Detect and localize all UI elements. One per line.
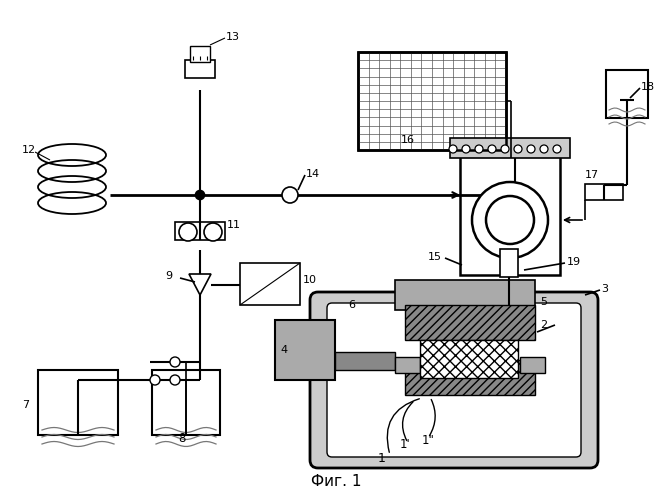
Bar bbox=[175, 222, 225, 240]
Text: 19: 19 bbox=[567, 257, 581, 267]
Bar bbox=[358, 52, 506, 150]
Bar bbox=[358, 52, 506, 150]
Bar bbox=[450, 138, 570, 158]
Text: 16: 16 bbox=[401, 135, 415, 145]
Text: 4: 4 bbox=[280, 345, 287, 355]
Bar bbox=[405, 360, 535, 395]
Text: 10: 10 bbox=[303, 275, 317, 285]
Text: 18: 18 bbox=[641, 82, 655, 92]
Text: 14: 14 bbox=[306, 169, 320, 179]
Bar bbox=[520, 357, 545, 373]
Circle shape bbox=[179, 223, 197, 241]
Bar bbox=[395, 357, 420, 373]
Circle shape bbox=[472, 182, 548, 258]
Text: Фиг. 1: Фиг. 1 bbox=[310, 474, 362, 490]
Bar bbox=[335, 352, 395, 370]
Circle shape bbox=[204, 223, 222, 241]
Text: 3: 3 bbox=[601, 284, 608, 294]
Text: 9: 9 bbox=[165, 271, 172, 281]
Text: 1': 1' bbox=[400, 438, 411, 452]
Circle shape bbox=[501, 145, 509, 153]
Circle shape bbox=[486, 196, 534, 244]
Bar bbox=[585, 184, 623, 200]
Circle shape bbox=[170, 357, 180, 367]
Text: 15: 15 bbox=[428, 252, 442, 262]
Text: 12: 12 bbox=[22, 145, 36, 155]
Bar bbox=[38, 370, 118, 435]
Bar bbox=[152, 370, 220, 435]
Text: 7: 7 bbox=[22, 400, 29, 410]
Bar bbox=[275, 320, 335, 380]
Text: 17: 17 bbox=[585, 170, 599, 180]
Bar bbox=[420, 340, 518, 378]
Text: 1": 1" bbox=[422, 434, 435, 446]
Bar bbox=[240, 263, 300, 305]
Circle shape bbox=[282, 187, 298, 203]
FancyBboxPatch shape bbox=[327, 303, 581, 457]
Circle shape bbox=[170, 375, 180, 385]
FancyBboxPatch shape bbox=[310, 292, 598, 468]
Circle shape bbox=[196, 190, 204, 200]
Bar bbox=[460, 155, 560, 275]
Text: 11: 11 bbox=[227, 220, 241, 230]
Text: 8: 8 bbox=[178, 432, 185, 444]
Bar bbox=[395, 280, 535, 310]
Bar bbox=[606, 70, 648, 118]
Text: 2: 2 bbox=[540, 320, 547, 330]
Circle shape bbox=[475, 145, 483, 153]
Circle shape bbox=[527, 145, 535, 153]
Text: 1: 1 bbox=[378, 452, 386, 464]
Bar bbox=[405, 305, 535, 340]
Circle shape bbox=[449, 145, 457, 153]
Circle shape bbox=[553, 145, 561, 153]
Circle shape bbox=[514, 145, 522, 153]
Circle shape bbox=[488, 145, 496, 153]
Bar bbox=[500, 249, 518, 277]
Bar bbox=[190, 46, 210, 62]
Polygon shape bbox=[189, 274, 211, 295]
Text: 5: 5 bbox=[540, 297, 547, 307]
Text: 6: 6 bbox=[348, 300, 355, 310]
Bar bbox=[185, 60, 215, 78]
Circle shape bbox=[150, 375, 160, 385]
Text: 13: 13 bbox=[226, 32, 240, 42]
Circle shape bbox=[462, 145, 470, 153]
Circle shape bbox=[540, 145, 548, 153]
